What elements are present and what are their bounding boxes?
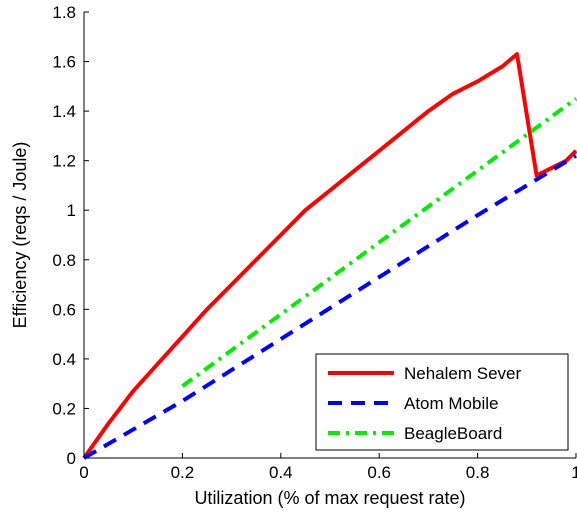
axes-layer (83, 12, 576, 459)
y-tick-label: 0.2 (52, 399, 76, 418)
x-tick-label: 0.2 (171, 463, 195, 482)
legend-label-3: BeagleBoard (404, 424, 502, 443)
legend: Nehalem Sever Atom Mobile BeagleBoard (315, 353, 569, 451)
ticks-layer: 0 0.2 0.4 0.6 0.8 1 0 0.2 0.4 0.6 0.8 1 1.2 1.4 1.6 1.8 (52, 3, 577, 482)
legend-label-1: Nehalem Sever (404, 364, 522, 383)
y-tick-label: 1.6 (52, 53, 76, 72)
series-line-2 (82, 153, 577, 460)
legend-items: Nehalem Sever Atom Mobile BeagleBoard (328, 364, 522, 443)
y-axis-label: Efficiency (reqs / Joule) (10, 142, 30, 329)
y-tick-label: 1.4 (52, 102, 76, 121)
x-tick-label: 0.6 (367, 463, 391, 482)
y-tick-label: 0.8 (52, 251, 76, 270)
x-tick-label: 1 (571, 463, 577, 482)
x-tick-label: 0.8 (466, 463, 490, 482)
series-line-3 (181, 97, 577, 388)
y-tick-label: 1 (67, 201, 76, 220)
series-layer (82, 52, 577, 460)
y-tick-label: 0.6 (52, 300, 76, 319)
series-line-1 (82, 52, 577, 460)
y-tick-label: 0 (67, 449, 76, 468)
legend-label-2: Atom Mobile (404, 394, 498, 413)
x-tick-label: 0.4 (269, 463, 293, 482)
y-tick-label: 1.8 (52, 3, 76, 22)
x-tick-label: 0 (79, 463, 88, 482)
y-tick-label: 1.2 (52, 152, 76, 171)
x-axis-label: Utilization (% of max request rate) (194, 488, 465, 508)
y-tick-label: 0.4 (52, 350, 76, 369)
